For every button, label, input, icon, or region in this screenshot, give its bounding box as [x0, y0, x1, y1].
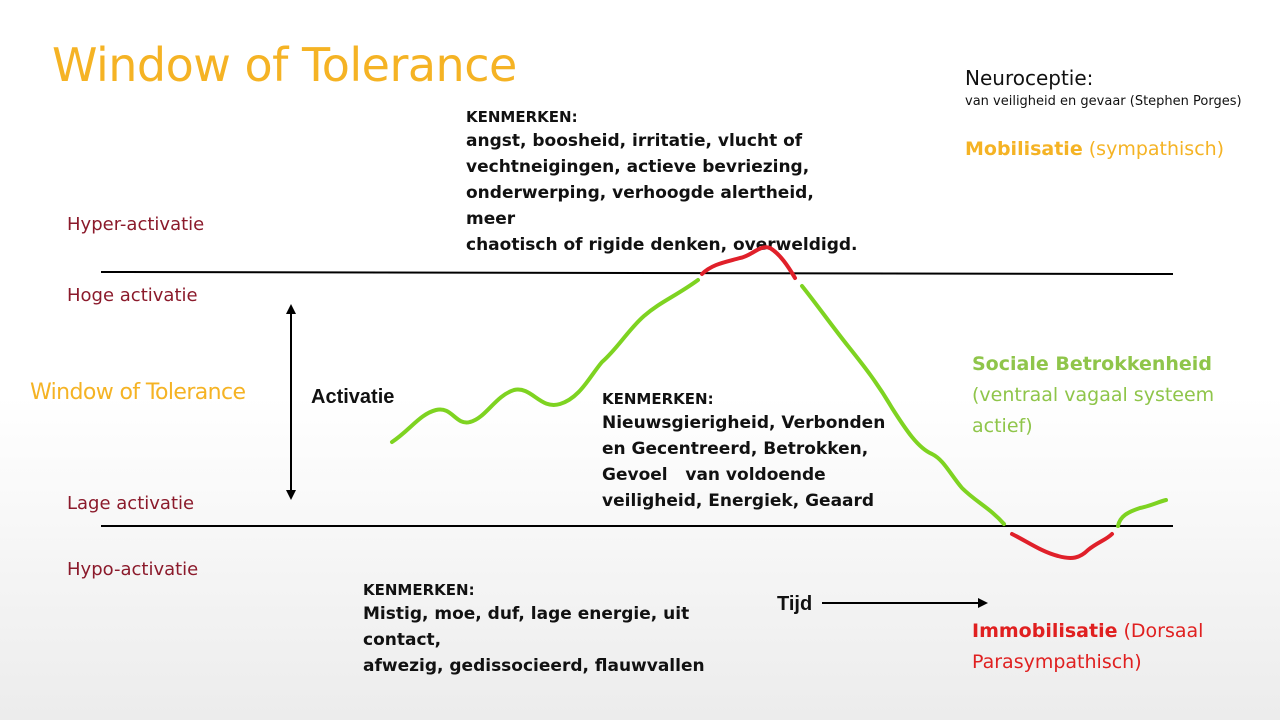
kenmerken-window: KENMERKEN: Nieuwsgierigheid, Verbonden e…: [602, 388, 892, 514]
kenmerken-line: veiligheid, Energiek, Geaard: [602, 491, 875, 511]
kenmerken-hyper: KENMERKEN: angst, boosheid, irritatie, v…: [466, 106, 866, 258]
kenmerken-line: Nieuwsgierigheid, Verbonden: [602, 413, 886, 433]
kenmerken-line: vechtneigingen, actieve bevriezing,: [466, 157, 810, 177]
kenmerken-heading: KENMERKEN:: [363, 581, 475, 599]
kenmerken-line: Gevoel van voldoende: [602, 465, 826, 485]
kenmerken-line: onderwerping, verhoogde alertheid, meer: [466, 183, 814, 229]
immobilisatie-rest: (Dorsaal: [1117, 620, 1204, 642]
immobilisatie-line: Parasympathisch): [972, 651, 1142, 673]
mobilisatie-rest: (sympathisch): [1082, 138, 1225, 160]
sociaal-line: actief): [972, 415, 1033, 437]
kenmerken-line: angst, boosheid, irritatie, vlucht of: [466, 131, 803, 151]
sociaal-line: (ventraal vagaal systeem: [972, 384, 1215, 406]
page-title: Window of Tolerance: [52, 38, 517, 92]
curve-green-falling: [800, 284, 1006, 526]
level-hypo: Hypo-activatie: [67, 559, 199, 580]
immobilisatie-bold: Immobilisatie: [972, 620, 1118, 642]
upper-boundary-line: [100, 271, 1174, 275]
kenmerken-heading: KENMERKEN:: [602, 390, 714, 408]
curve-green-rising: [390, 278, 700, 444]
level-hyper: Hyper-activatie: [67, 214, 205, 235]
level-hoge: Hoge activatie: [67, 285, 198, 306]
axis-label-tijd: Tijd: [777, 593, 813, 615]
mobilisatie-bold: Mobilisatie: [965, 138, 1083, 160]
axis-label-activatie: Activatie: [311, 386, 395, 408]
sociaal-bold: Sociale Betrokkenheid: [972, 353, 1212, 375]
kenmerken-line: Mistig, moe, duf, lage energie, uit cont…: [363, 604, 690, 650]
mobilisatie-label: Mobilisatie (sympathisch): [965, 138, 1224, 160]
neuroceptie-subtitle: van veiligheid en gevaar (Stephen Porges…: [965, 94, 1242, 109]
kenmerken-heading: KENMERKEN:: [466, 108, 578, 126]
sociaal-label: Sociale Betrokkenheid (ventraal vagaal s…: [972, 349, 1252, 442]
kenmerken-line: afwezig, gedissocieerd, flauwvallen: [363, 656, 705, 676]
curve-green-recovery: [1116, 498, 1168, 528]
immobilisatie-label: Immobilisatie (Dorsaal Parasympathisch): [972, 616, 1232, 678]
kenmerken-line: en Gecentreerd, Betrokken,: [602, 439, 869, 459]
neuroceptie-title: Neuroceptie:: [965, 66, 1094, 90]
level-lage: Lage activatie: [67, 493, 195, 514]
window-label: Window of Tolerance: [30, 380, 246, 405]
kenmerken-hypo: KENMERKEN: Mistig, moe, duf, lage energi…: [363, 579, 763, 679]
curve-red-trough: [1010, 532, 1114, 560]
curve-red-peak: [700, 245, 797, 280]
